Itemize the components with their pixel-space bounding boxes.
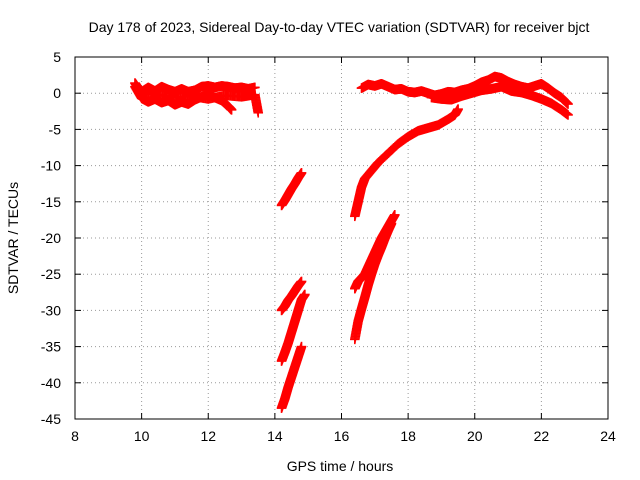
y-tick-label: -5 [49,121,62,137]
y-axis-label: SDTVAR / TECUs [5,182,21,294]
y-tick-label: -10 [41,158,61,174]
x-tick-label: 8 [71,428,79,444]
data-series-6 [276,289,310,366]
x-axis-label: GPS time / hours [287,458,394,474]
x-tick-labels: 8 10 12 14 16 18 20 22 24 [71,428,616,444]
data-series-5 [276,276,307,316]
y-tick-label: -20 [41,230,61,246]
x-tick-label: 16 [334,428,350,444]
tick-layer [74,56,609,420]
data-series-8 [350,104,463,222]
x-tick-label: 18 [400,428,416,444]
y-tick-label: 5 [53,49,61,65]
chart-title: Day 178 of 2023, Sidereal Day-to-day VTE… [89,19,590,35]
x-tick-label: 22 [534,428,550,444]
y-tick-label: 0 [53,85,61,101]
y-tick-labels: 5 0 -5 -10 -15 -20 -25 -30 -35 -40 -45 [41,49,61,427]
x-tick-label: 20 [467,428,483,444]
y-tick-label: -45 [41,411,61,427]
x-tick-label: 12 [200,428,216,444]
data-series-1 [130,78,260,97]
y-tick-label: -40 [41,375,61,391]
x-tick-label: 24 [600,428,616,444]
data-series-3 [136,88,264,118]
y-tick-label: -15 [41,194,61,210]
data-series-10 [350,218,397,345]
grid-layer [75,57,608,419]
data-layer [130,71,573,413]
data-series-4 [276,168,307,211]
y-tick-label: -25 [41,266,61,282]
data-series-7 [276,341,307,413]
x-tick-label: 10 [134,428,150,444]
y-tick-label: -35 [41,339,61,355]
y-tick-label: -30 [41,302,61,318]
x-tick-label: 14 [267,428,283,444]
data-series-12 [426,81,573,120]
